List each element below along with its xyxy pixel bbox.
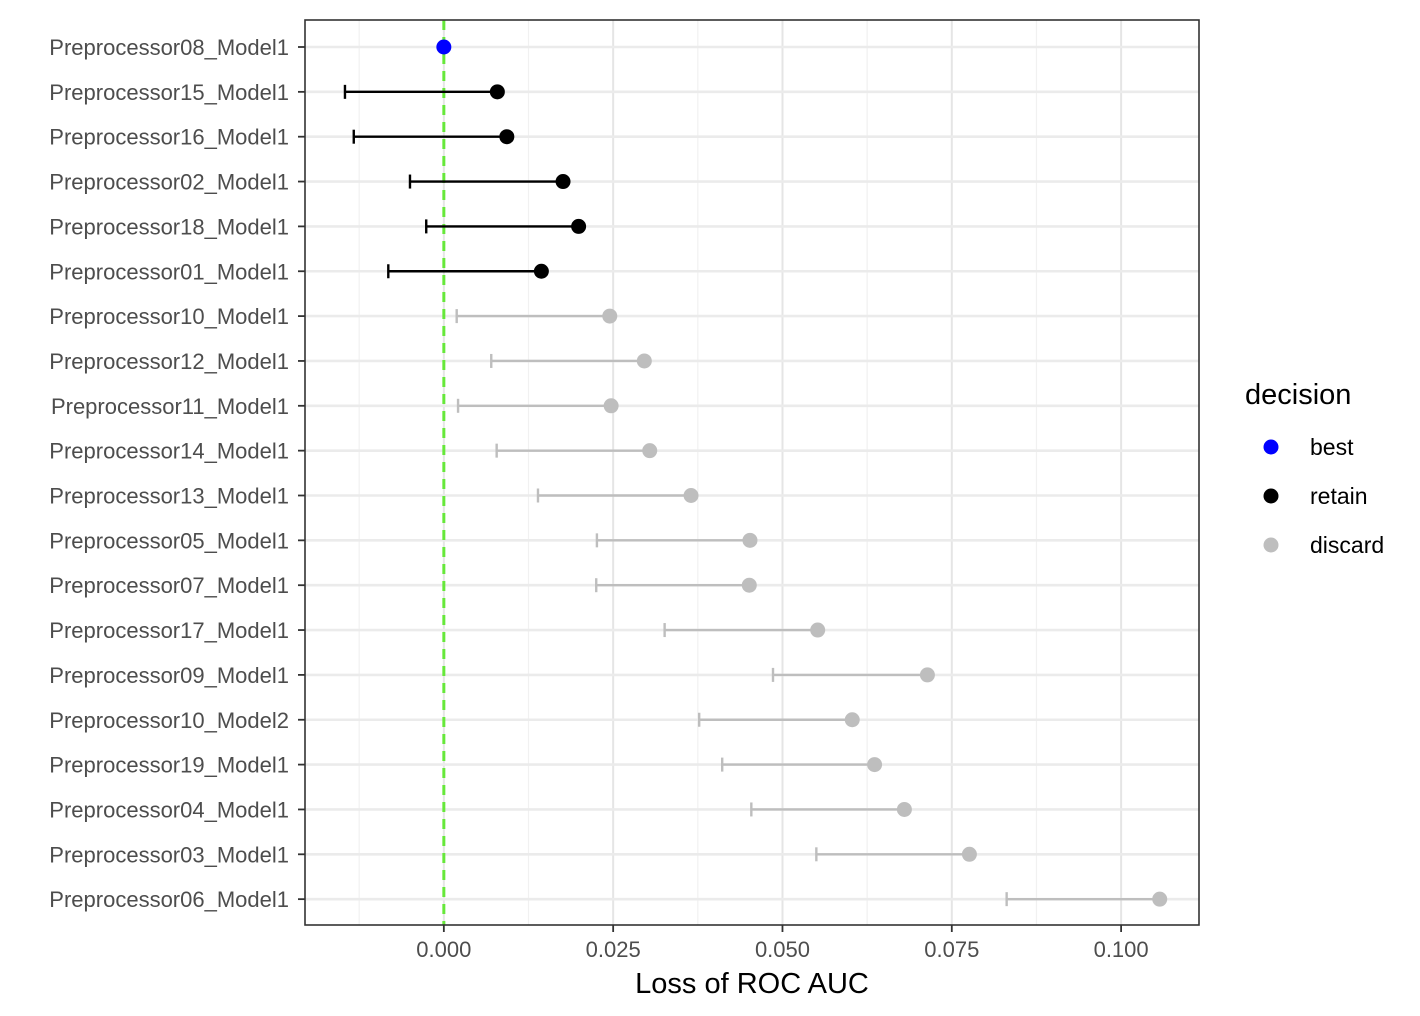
point-discard [742, 532, 758, 548]
y-tick-label: Preprocessor18_Model1 [49, 214, 289, 239]
y-axis: Preprocessor08_Model1 Preprocessor15_Mode… [49, 35, 305, 912]
point-discard [602, 308, 618, 324]
plot-panel [305, 20, 1199, 925]
legend: decision best retain discard [1245, 379, 1384, 558]
y-tick-label: Preprocessor19_Model1 [49, 753, 289, 778]
point-retain [533, 263, 549, 279]
y-tick-label: Preprocessor15_Model1 [49, 80, 289, 105]
x-tick-label: 0.100 [1094, 937, 1149, 962]
y-tick-label: Preprocessor17_Model1 [49, 618, 289, 643]
legend-key-retain [1263, 488, 1279, 504]
x-tick-label: 0.025 [586, 937, 641, 962]
point-discard [961, 846, 977, 862]
legend-label-best: best [1310, 434, 1354, 460]
y-tick-label: Preprocessor13_Model1 [49, 484, 289, 509]
y-tick-label: Preprocessor12_Model1 [49, 349, 289, 374]
point-discard [741, 577, 757, 593]
point-best [436, 39, 452, 55]
point-discard [1152, 891, 1168, 907]
point-retain [489, 84, 505, 100]
point-discard [844, 712, 860, 728]
y-tick-label: Preprocessor05_Model1 [49, 528, 289, 553]
point-discard [642, 443, 658, 459]
x-axis-title: Loss of ROC AUC [635, 968, 869, 1000]
y-tick-label: Preprocessor02_Model1 [49, 170, 289, 195]
x-tick-label: 0.000 [416, 937, 471, 962]
legend-title: decision [1245, 379, 1351, 411]
y-tick-label: Preprocessor04_Model1 [49, 797, 289, 822]
y-tick-label: Preprocessor11_Model1 [51, 394, 289, 419]
y-tick-label: Preprocessor14_Model1 [49, 439, 289, 464]
panel-frame [304, 19, 1200, 926]
point-retain [555, 174, 571, 190]
legend-key-best [1263, 439, 1279, 455]
y-tick-label: Preprocessor10_Model1 [49, 304, 289, 329]
y-tick-label: Preprocessor10_Model2 [49, 708, 289, 733]
x-tick-label: 0.075 [924, 937, 979, 962]
point-discard [683, 488, 699, 503]
y-tick-label: Preprocessor08_Model1 [49, 35, 289, 60]
legend-label-retain: retain [1310, 483, 1368, 509]
x-axis: 0.000 0.025 0.050 0.075 0.100 [416, 925, 1149, 962]
y-tick-label: Preprocessor03_Model1 [49, 842, 289, 867]
x-tick-label: 0.050 [755, 937, 810, 962]
point-discard [919, 667, 935, 683]
point-retain [571, 218, 587, 234]
point-discard [810, 622, 826, 638]
point-retain [499, 129, 515, 145]
legend-key-discard [1263, 537, 1279, 553]
panel-border [304, 19, 1200, 926]
panel-background [305, 20, 1199, 925]
y-tick-label: Preprocessor16_Model1 [49, 125, 289, 150]
point-discard [896, 801, 912, 817]
point-discard [636, 353, 652, 369]
point-discard [603, 398, 619, 414]
y-tick-label: Preprocessor06_Model1 [49, 887, 289, 912]
y-tick-label: Preprocessor07_Model1 [49, 573, 289, 598]
interval-series [343, 39, 1168, 907]
y-tick-label: Preprocessor01_Model1 [49, 259, 289, 284]
point-discard [867, 757, 883, 773]
y-tick-label: Preprocessor09_Model1 [49, 663, 289, 688]
legend-label-discard: discard [1310, 532, 1384, 558]
